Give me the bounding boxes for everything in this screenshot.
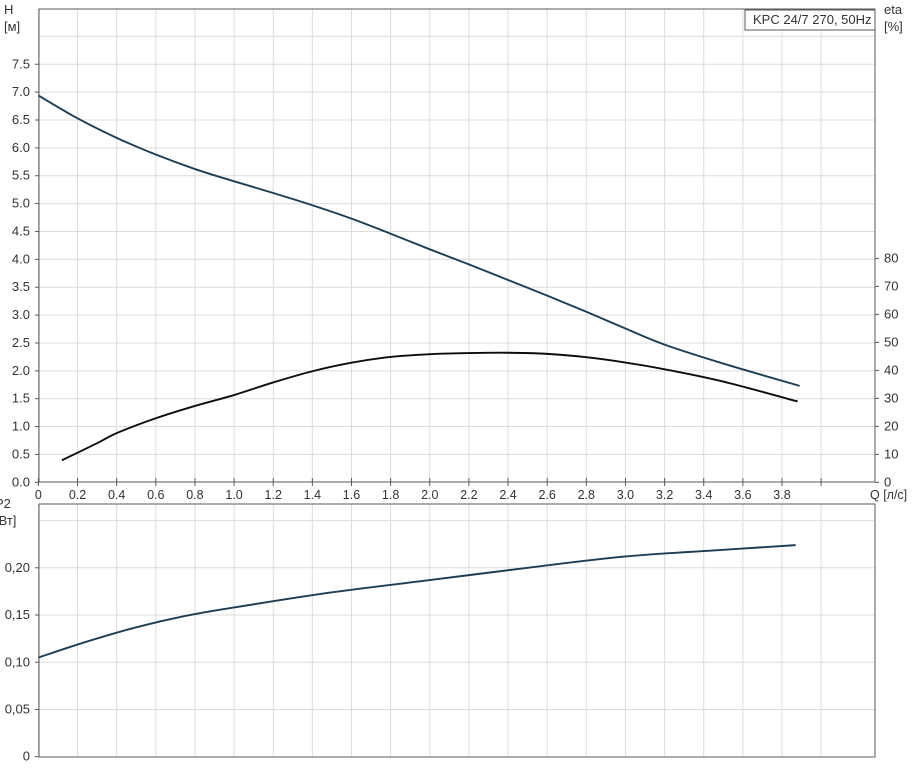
svg-text:1.5: 1.5 — [12, 391, 30, 406]
svg-text:1.0: 1.0 — [12, 419, 30, 434]
svg-text:0,15: 0,15 — [5, 607, 30, 622]
svg-text:2.6: 2.6 — [538, 488, 555, 502]
svg-text:30: 30 — [884, 390, 898, 405]
svg-text:4.5: 4.5 — [12, 223, 30, 238]
svg-text:6.0: 6.0 — [12, 140, 30, 155]
svg-text:0.4: 0.4 — [108, 488, 125, 502]
svg-text:5.0: 5.0 — [12, 196, 30, 211]
svg-text:1.8: 1.8 — [382, 488, 399, 502]
svg-text:0.5: 0.5 — [12, 446, 30, 461]
svg-text:0.0: 0.0 — [12, 474, 30, 489]
svg-text:2.2: 2.2 — [460, 488, 477, 502]
svg-text:eta: eta — [884, 2, 903, 17]
svg-text:3.2: 3.2 — [656, 488, 673, 502]
svg-text:[м]: [м] — [4, 19, 20, 34]
svg-text:10: 10 — [884, 446, 898, 461]
svg-text:0,05: 0,05 — [5, 701, 30, 716]
svg-text:3.8: 3.8 — [773, 488, 790, 502]
svg-text:3.0: 3.0 — [12, 307, 30, 322]
svg-text:50: 50 — [884, 334, 898, 349]
svg-text:0.2: 0.2 — [69, 488, 86, 502]
svg-text:Q [л/с]: Q [л/с] — [870, 488, 907, 502]
svg-text:2.4: 2.4 — [499, 488, 516, 502]
svg-text:0: 0 — [35, 488, 42, 502]
svg-text:40: 40 — [884, 362, 898, 377]
svg-text:2.8: 2.8 — [578, 488, 595, 502]
svg-text:0,10: 0,10 — [5, 654, 30, 669]
svg-text:0,20: 0,20 — [5, 560, 30, 575]
svg-text:2.0: 2.0 — [12, 363, 30, 378]
svg-text:2.0: 2.0 — [421, 488, 438, 502]
svg-text:5.5: 5.5 — [12, 168, 30, 183]
svg-text:4.0: 4.0 — [12, 251, 30, 266]
svg-text:3.5: 3.5 — [12, 279, 30, 294]
svg-text:7.5: 7.5 — [12, 56, 30, 71]
svg-text:0.6: 0.6 — [147, 488, 164, 502]
svg-text:70: 70 — [884, 278, 898, 293]
svg-text:[%]: [%] — [884, 19, 903, 34]
svg-text:1.2: 1.2 — [265, 488, 282, 502]
svg-text:6.5: 6.5 — [12, 112, 30, 127]
svg-text:P2: P2 — [0, 496, 11, 511]
svg-text:0.8: 0.8 — [186, 488, 203, 502]
svg-text:0: 0 — [23, 749, 30, 764]
svg-text:3.0: 3.0 — [617, 488, 634, 502]
svg-text:3.4: 3.4 — [695, 488, 712, 502]
svg-text:1.4: 1.4 — [304, 488, 321, 502]
svg-text:3.6: 3.6 — [734, 488, 751, 502]
svg-text:KPC 24/7 270, 50Hz: KPC 24/7 270, 50Hz — [753, 12, 872, 27]
svg-text:20: 20 — [884, 418, 898, 433]
svg-text:[Вт]: [Вт] — [0, 513, 16, 528]
svg-text:80: 80 — [884, 250, 898, 265]
svg-text:7.0: 7.0 — [12, 84, 30, 99]
svg-text:1.0: 1.0 — [225, 488, 242, 502]
svg-text:1.6: 1.6 — [343, 488, 360, 502]
svg-text:60: 60 — [884, 306, 898, 321]
svg-text:2.5: 2.5 — [12, 335, 30, 350]
svg-text:H: H — [4, 2, 13, 17]
